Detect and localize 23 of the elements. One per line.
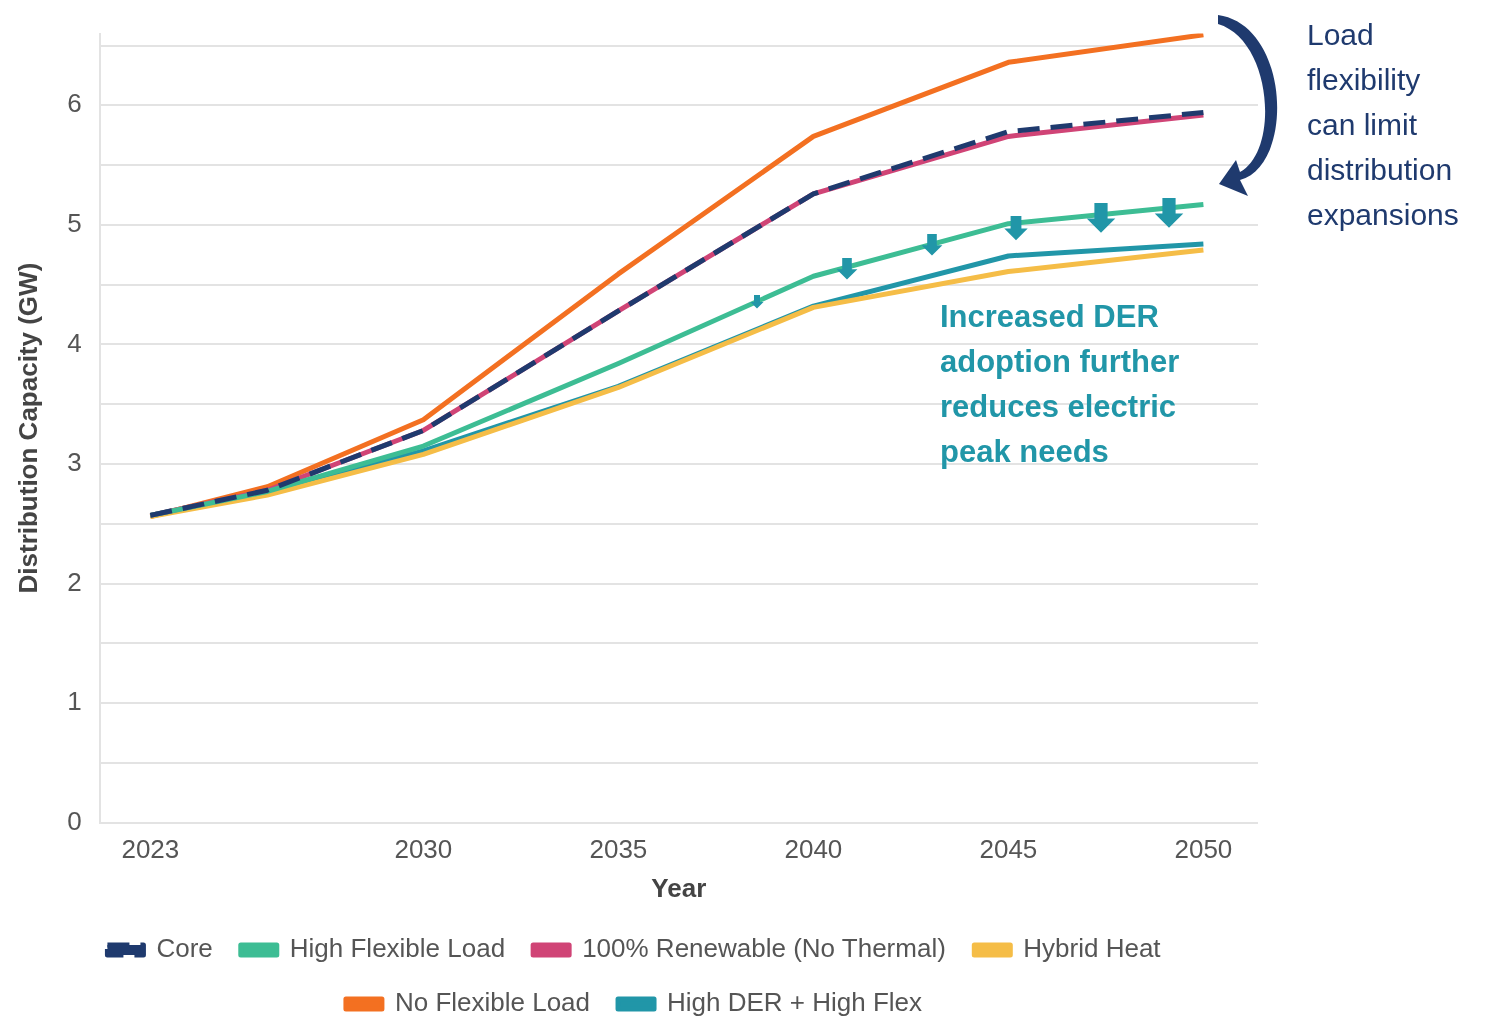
legend-label: 100% Renewable (No Thermal) (582, 933, 946, 964)
x-axis-title: Year (651, 872, 707, 903)
y-tick-label: 3 (67, 447, 82, 478)
y-tick-label: 1 (67, 686, 82, 717)
x-tick-label: 2040 (784, 834, 843, 865)
x-tick-label: 2030 (394, 834, 453, 865)
legend-label: High DER + High Flex (667, 987, 923, 1018)
y-tick-label: 6 (67, 88, 82, 119)
y-axis-title: Distribution Capacity (GW) (12, 262, 43, 594)
legend-label: No Flexible Load (394, 987, 591, 1018)
x-tick-label: 2045 (979, 834, 1038, 865)
y-tick-label: 2 (67, 566, 82, 597)
y-tick-label: 0 (67, 805, 82, 836)
x-tick-label: 2035 (589, 834, 648, 865)
legend-label: Core (156, 933, 213, 964)
y-tick-label: 5 (67, 208, 82, 239)
annotation: Increased DER adoption further reduces electric peak needs (940, 299, 1180, 470)
text: Load flexibility can limit distribution expansions (1307, 18, 1459, 232)
x-tick-label: 2050 (1174, 834, 1233, 865)
legend-label: Hybrid Heat (1023, 933, 1162, 964)
legend-label: High Flexible Load (289, 933, 506, 964)
x-tick-label: 2023 (121, 834, 180, 865)
y-tick-label: 4 (67, 327, 82, 358)
